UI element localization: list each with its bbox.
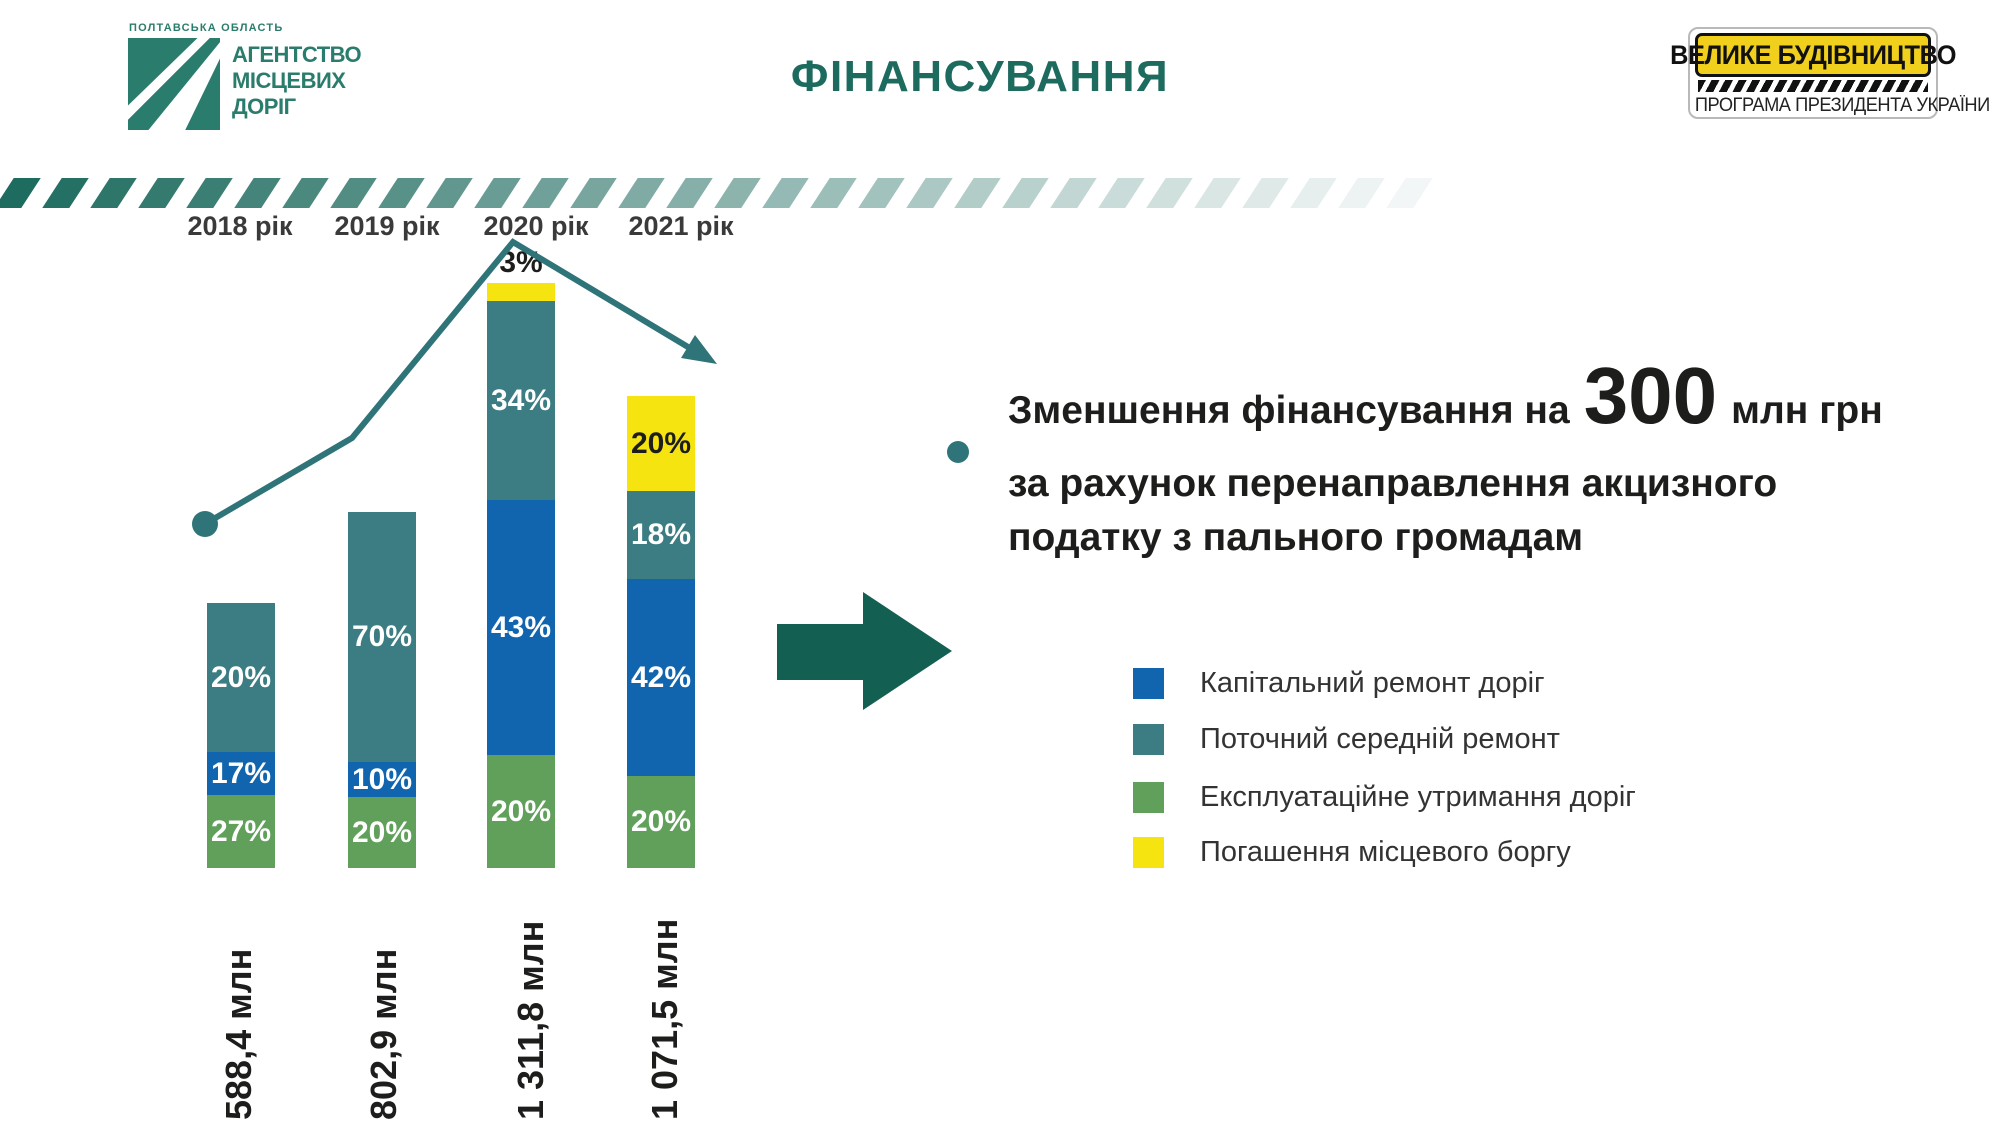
bar-segment-capital: 43% bbox=[487, 500, 555, 755]
legend-item-exploitation: Експлуатаційне утримання доріг bbox=[1133, 781, 1636, 813]
legend-item-debt: Погашення місцевого боргу bbox=[1133, 836, 1571, 868]
bar-segment-current: 70% bbox=[348, 512, 416, 762]
agency-logo-icon bbox=[128, 38, 220, 130]
callout-line1-after: млн грн bbox=[1731, 389, 1883, 432]
bar-segment-exploitation: 20% bbox=[348, 797, 416, 868]
bar-segment-capital: 10% bbox=[348, 762, 416, 797]
bar-2019: 20% 10% 70% bbox=[348, 512, 416, 868]
legend-swatch-icon bbox=[1133, 724, 1164, 755]
year-label: 2019 рік bbox=[334, 211, 440, 241]
bar-segment-debt: 3% bbox=[487, 246, 555, 301]
segment-percent-label: 42% bbox=[630, 660, 692, 694]
bar-segment-capital: 42% bbox=[627, 579, 695, 776]
segment-percent-label: 17% bbox=[210, 756, 272, 790]
segment-percent-label: 20% bbox=[630, 805, 692, 838]
segment-percent-label: 20% bbox=[490, 794, 552, 828]
bar-segment-current: 34% bbox=[487, 301, 555, 500]
legend-swatch-icon bbox=[1133, 668, 1164, 699]
callout-big-number: 300 bbox=[1583, 351, 1718, 440]
bar-segment-current: 20% bbox=[207, 603, 275, 752]
year-label: 2021 рік bbox=[628, 211, 734, 241]
legend-item-current: Поточний середній ремонт bbox=[1133, 723, 1560, 755]
year-label: 2018 рік bbox=[187, 211, 293, 241]
badge-velyke-budivnytstvo: ВЕЛИКЕ БУДІВНИЦТВО ПРОГРАМА ПРЕЗИДЕНТА У… bbox=[1670, 27, 1990, 119]
agency-name-line: АГЕНТСТВО bbox=[232, 42, 362, 67]
legend-label: Поточний середній ремонт bbox=[1200, 723, 1560, 755]
bar-segment-exploitation: 27% bbox=[207, 795, 275, 868]
legend-label: Експлуатаційне утримання доріг bbox=[1200, 781, 1636, 813]
bar-total-label: 1 311,8 млн bbox=[510, 920, 551, 1120]
legend-label: Погашення місцевого боргу bbox=[1200, 836, 1571, 868]
year-label: 2020 рік bbox=[483, 211, 589, 241]
agency-name-line: МІСЦЕВИХ bbox=[232, 68, 346, 93]
bar-segment-exploitation: 20% bbox=[627, 776, 695, 868]
segment-percent-label: 18% bbox=[630, 518, 692, 551]
page-title: ФІНАНСУВАННЯ bbox=[790, 52, 1170, 101]
bar-2021: 20% 42% 18% 20% bbox=[627, 396, 695, 868]
segment-percent-label: 27% bbox=[210, 814, 272, 848]
segment-percent-label: 70% bbox=[351, 620, 413, 653]
segment-percent-label: 34% bbox=[490, 383, 552, 417]
badge-title-plate: ВЕЛИКЕ БУДІВНИЦТВО bbox=[1670, 33, 1956, 77]
legend-swatch-icon bbox=[1133, 837, 1164, 868]
agency-name-line: ДОРІГ bbox=[232, 94, 296, 119]
badge-subtitle: ПРОГРАМА ПРЕЗИДЕНТА УКРАЇНИ bbox=[1694, 95, 1990, 116]
logo-region-label: ПОЛТАВСЬКА ОБЛАСТЬ bbox=[129, 22, 284, 34]
callout-line-2: за рахунок перенаправлення акцизного bbox=[1008, 462, 1778, 505]
segment-percent-label: 10% bbox=[351, 762, 413, 796]
bar-total-label: 1 071,5 млн bbox=[644, 918, 685, 1120]
bar-2018: 27% 17% 20% bbox=[207, 603, 275, 868]
segment-percent-label: 20% bbox=[351, 815, 413, 849]
bullet-dot-icon bbox=[947, 441, 969, 463]
segment-percent-label: 3% bbox=[499, 246, 543, 279]
legend-swatch-icon bbox=[1133, 782, 1164, 813]
bar-segment-exploitation: 20% bbox=[487, 755, 555, 868]
bar-segment-current: 18% bbox=[627, 491, 695, 579]
hazard-stripes-icon bbox=[1698, 80, 1928, 92]
bar-segment-debt: 20% bbox=[627, 396, 695, 491]
callout-text: Зменшення фінансування на 300 млн грн за… bbox=[1008, 356, 1883, 565]
segment-percent-label: 43% bbox=[490, 610, 552, 644]
bar-segment-capital: 17% bbox=[207, 752, 275, 795]
legend-label: Капітальний ремонт доріг bbox=[1200, 667, 1545, 699]
agency-name: АГЕНТСТВО МІСЦЕВИХ ДОРІГ bbox=[232, 42, 362, 120]
callout-line-3: податку з пального громадам bbox=[1008, 516, 1584, 559]
callout-line1-before: Зменшення фінансування на bbox=[1008, 389, 1570, 432]
segment-percent-label: 20% bbox=[630, 426, 692, 460]
badge-title: ВЕЛИКЕ БУДІВНИЦТВО bbox=[1670, 39, 1956, 70]
legend-item-capital: Капітальний ремонт доріг bbox=[1133, 667, 1545, 699]
bar-total-label: 588,4 млн bbox=[218, 948, 259, 1120]
bar-2020: 20% 43% 34% 3% bbox=[487, 246, 555, 868]
bar-total-label: 802,9 млн bbox=[363, 948, 404, 1120]
segment-percent-label: 20% bbox=[210, 660, 272, 694]
callout-line-1: Зменшення фінансування на 300 млн грн bbox=[1008, 356, 1883, 451]
